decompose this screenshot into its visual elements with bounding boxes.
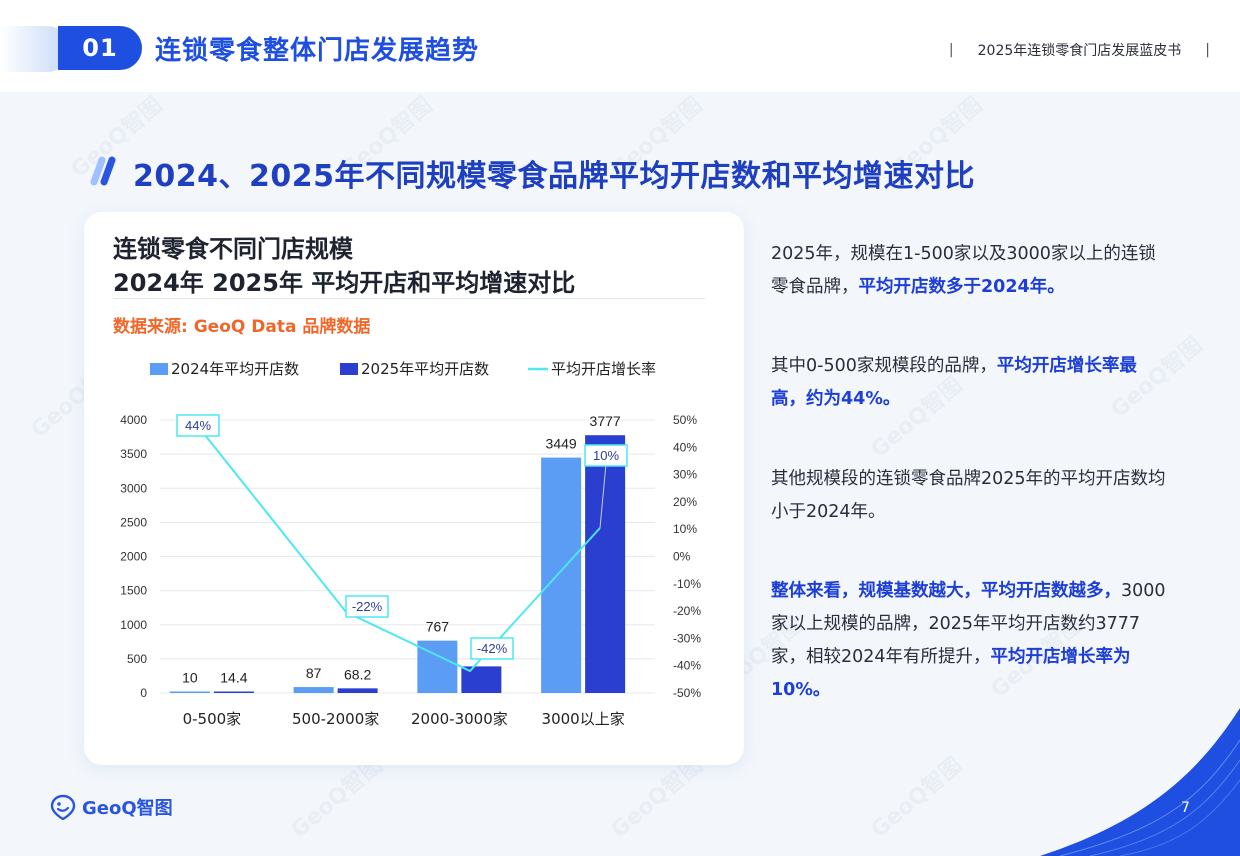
paragraph-2-highlight: 平均开店增长率最高，约为44%。: [771, 356, 1137, 409]
separator-left: |: [948, 42, 954, 58]
logo-text: GeoQ智图: [82, 798, 173, 819]
section-title: 连锁零食整体门店发展趋势: [155, 36, 480, 66]
paragraph-1: 2025年，规模在1-500家以及3000家以上的连锁零食品牌，平均开店数多于2…: [771, 238, 1171, 304]
geoq-logo-icon: [50, 794, 76, 820]
y-axis-right-tick: -10%: [673, 577, 701, 591]
y-axis-left-tick: 1500: [120, 584, 147, 598]
y-axis-left-tick: 500: [127, 652, 147, 666]
brand-logo: GeoQ智图: [50, 794, 173, 820]
y-axis-left-tick: 2500: [120, 515, 147, 529]
growth-label: -42%: [477, 641, 508, 656]
y-axis-left-tick: 1000: [120, 618, 147, 632]
y-axis-left-tick: 4000: [120, 413, 147, 427]
paragraph-2-text: 其中0-500家规模段的品牌，: [771, 356, 997, 376]
bar-2024-label: 87: [306, 665, 322, 681]
separator-right: |: [1205, 42, 1210, 58]
y-axis-right-tick: 10%: [673, 522, 697, 536]
legend-swatch-2025: [340, 363, 358, 375]
bar-2025: [337, 688, 378, 693]
x-axis-tick: 2000-3000家: [411, 710, 508, 728]
paragraph-4-highlight: 整体来看，规模基数越大，平均开店数越多，: [771, 581, 1121, 601]
growth-label: 44%: [185, 418, 211, 433]
slide-title: 2024、2025年不同规模零食品牌平均开店数和平均增速对比: [133, 159, 975, 194]
paragraph-1-text: 2025年，规模在1-500家以及3000家以上的连锁零食品牌，: [771, 244, 1156, 297]
title-slash-icon: [90, 156, 116, 186]
y-axis-right-tick: 50%: [673, 413, 697, 427]
bar-2025: [213, 691, 254, 693]
growth-label: 10%: [593, 448, 619, 463]
growth-label: -22%: [352, 599, 383, 614]
bar-2025-label: 14.4: [220, 670, 247, 686]
y-axis-right-tick: 0%: [673, 550, 691, 564]
report-name-text: 2025年连锁零食门店发展蓝皮书: [977, 43, 1182, 59]
x-axis-tick: 0-500家: [183, 710, 242, 728]
legend-label-growth: 平均开店增长率: [551, 360, 656, 378]
legend-swatch-2024: [150, 363, 168, 375]
chart-title-divider: [113, 298, 705, 299]
growth-label-box: [345, 595, 389, 618]
bar-2024-label: 3449: [546, 436, 577, 452]
y-axis-right-tick: 40%: [673, 440, 697, 454]
x-axis-tick: 3000以上家: [542, 710, 625, 728]
paragraph-4: 整体来看，规模基数越大，平均开店数越多，3000家以上规模的品牌，2025年平均…: [771, 575, 1171, 707]
bar-2025-label: 68.2: [344, 666, 371, 682]
corner-decoration: [1040, 708, 1240, 856]
chart-title-line2: 2024年 2025年 平均开店和平均增速对比: [113, 269, 576, 297]
bar-2024-label: 10: [182, 670, 198, 686]
y-axis-right-tick: -20%: [673, 604, 701, 618]
bar-2024: [169, 691, 210, 693]
y-axis-left-tick: 2000: [120, 550, 147, 564]
x-axis-tick: 500-2000家: [292, 710, 379, 728]
report-name: | 2025年连锁零食门店发展蓝皮书 |: [949, 40, 1210, 60]
chart-title-line1: 连锁零食不同门店规模: [113, 235, 353, 263]
paragraph-3: 其他规模段的连锁零食品牌2025年的平均开店数均小于2024年。: [771, 463, 1171, 529]
legend-label-2025: 2025年平均开店数: [361, 360, 489, 378]
growth-rate-line: [196, 424, 601, 673]
chart-source: 数据来源: GeoQ Data 品牌数据: [113, 317, 371, 337]
bar-2024: [541, 457, 582, 693]
growth-label-box: [470, 637, 514, 660]
growth-label-box: [584, 444, 628, 467]
y-axis-right-tick: -40%: [673, 659, 701, 673]
page-number: 7: [1181, 800, 1190, 816]
legend-label-2024: 2024年平均开店数: [171, 360, 299, 378]
growth-label-leader: [599, 463, 607, 529]
paragraph-1-highlight: 平均开店数多于2024年。: [858, 277, 1065, 297]
header-bar: 01 连锁零食整体门店发展趋势 | 2025年连锁零食门店发展蓝皮书 |: [0, 0, 1240, 92]
paragraph-4-text: 3000家以上规模的品牌，2025年平均开店数约3777家，相较2024年有所提…: [771, 581, 1166, 667]
y-axis-right-tick: -50%: [673, 686, 701, 700]
paragraph-2: 其中0-500家规模段的品牌，平均开店增长率最高，约为44%。: [771, 350, 1171, 416]
bar-2025-label: 3777: [590, 413, 621, 429]
paragraph-4-highlight-2: 平均开店增长率为10%。: [771, 647, 1131, 700]
y-axis-left-tick: 0: [140, 686, 147, 700]
y-axis-left-tick: 3000: [120, 481, 147, 495]
bar-2024: [293, 687, 334, 693]
growth-label-box: [176, 414, 220, 437]
watermark: GeoQ智图: [866, 752, 968, 844]
bar-2024-label: 767: [426, 619, 450, 635]
combo-chart: 0 500 1000 1500 2000 2500 3000 3500 4000 -50% -40%…: [120, 360, 701, 728]
y-axis-right-tick: -30%: [673, 631, 701, 645]
y-axis-right-tick: 20%: [673, 495, 697, 509]
paragraph-3-text: 其他规模段的连锁零食品牌2025年的平均开店数均小于2024年。: [771, 469, 1166, 522]
y-axis-left-tick: 3500: [120, 447, 147, 461]
chart-title: 连锁零食不同门店规模 2024年 2025年 平均开店和平均增速对比: [113, 232, 575, 300]
section-number-badge: 01: [58, 26, 142, 70]
y-axis-right-tick: 30%: [673, 468, 697, 482]
